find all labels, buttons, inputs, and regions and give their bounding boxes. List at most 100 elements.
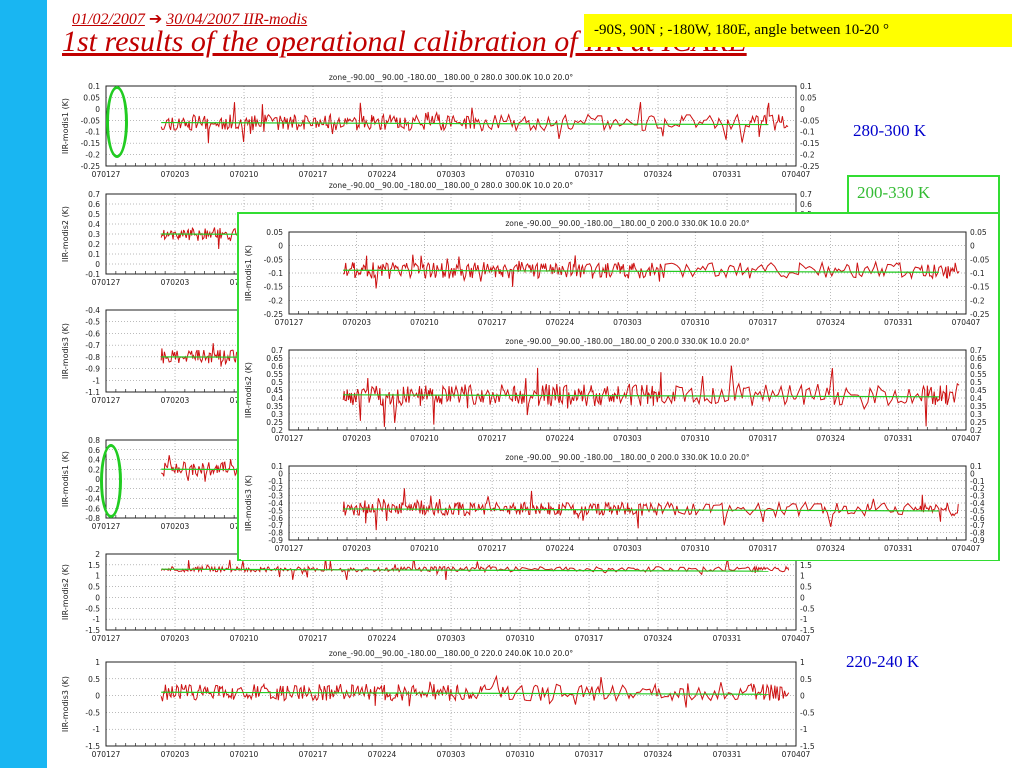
y-axis-label: IIR-modis3 (K) — [61, 676, 70, 732]
y-tick-label-right: -1.5 — [800, 742, 815, 751]
x-tick-label: 070303 — [613, 318, 642, 327]
y-tick-label-right: -0.4 — [970, 499, 985, 508]
x-tick-label: 070407 — [782, 170, 811, 179]
y-tick-label-left: -0.6 — [268, 514, 283, 523]
x-tick-label: 070210 — [230, 170, 259, 179]
y-axis-label: IIR-modis1 (K) — [61, 451, 70, 507]
y-tick-label-left: 0.6 — [88, 200, 100, 209]
x-tick-label: 070203 — [161, 750, 190, 759]
mean-trend-line — [343, 508, 939, 512]
chart-bg — [58, 70, 828, 186]
chart-title: zone_-90.00__90.00_-180.00__180.00_0 280… — [329, 73, 574, 82]
y-tick-label-left: -1 — [93, 376, 101, 385]
x-tick-label: 070127 — [275, 434, 304, 443]
y-tick-label-left: 0.2 — [88, 240, 100, 249]
x-tick-label: 070203 — [161, 634, 190, 643]
y-tick-label-left: 0.3 — [271, 410, 283, 419]
y-tick-label-right: -0.2 — [970, 296, 985, 305]
period-end: 30/04/2007 — [166, 11, 240, 28]
x-tick-label: 070310 — [506, 750, 535, 759]
y-tick-label-left: -0.1 — [85, 128, 100, 137]
y-tick-label-left: 1 — [95, 572, 100, 581]
x-tick-label: 070127 — [275, 544, 304, 553]
y-tick-label-right: -1.5 — [800, 626, 815, 635]
y-tick-label-left: 0 — [95, 105, 100, 114]
y-axis-label: IIR-modis2 (K) — [61, 206, 70, 262]
x-tick-label: 070203 — [342, 544, 371, 553]
y-tick-label-left: -0.9 — [268, 536, 283, 545]
y-tick-label-right: 0 — [800, 105, 805, 114]
y-tick-label-left: 1.5 — [88, 561, 100, 570]
y-axis-label: IIR-modis1 (K) — [244, 245, 253, 301]
y-tick-label-left: -0.7 — [85, 341, 100, 350]
y-tick-label-left: -0.3 — [268, 492, 283, 501]
y-tick-label-right: 0.7 — [800, 190, 812, 199]
y-tick-label-right: -0.7 — [970, 521, 985, 530]
y-tick-label-right: -1 — [800, 725, 808, 734]
y-tick-label-right: 0 — [800, 593, 805, 602]
y-tick-label-right: 0.55 — [970, 370, 987, 379]
y-tick-label-left: 0.4 — [88, 220, 100, 229]
y-tick-label-left: -0.15 — [264, 283, 284, 292]
x-tick-label: 070331 — [713, 634, 742, 643]
y-tick-label-right: -0.6 — [970, 514, 985, 523]
y-tick-label-left: 0.4 — [271, 394, 283, 403]
y-tick-label-left: -0.25 — [264, 310, 284, 319]
y-tick-label-left: 1 — [95, 658, 100, 667]
y-tick-label-left: 0.55 — [266, 370, 283, 379]
x-tick-label: 070317 — [749, 318, 778, 327]
x-tick-label: 070224 — [545, 318, 574, 327]
data-series-line — [160, 556, 790, 581]
x-tick-label: 070407 — [952, 434, 981, 443]
data-series-line — [160, 674, 790, 708]
y-tick-label-left: 0 — [95, 593, 100, 602]
range-label-220-240: 220-240 K — [846, 652, 920, 671]
x-tick-label: 070303 — [437, 170, 466, 179]
x-tick-label: 070310 — [681, 544, 710, 553]
y-tick-label-left: 0.1 — [271, 462, 283, 471]
y-tick-label-right: 0 — [970, 242, 975, 251]
x-tick-label: 070224 — [368, 634, 397, 643]
chart-panel-280-modis1: zone_-90.00__90.00_-180.00__180.00_0 280… — [58, 70, 828, 186]
x-tick-label: 070203 — [161, 170, 190, 179]
y-tick-label-left: 0.2 — [88, 465, 100, 474]
y-tick-label-left: -0.6 — [85, 504, 100, 513]
y-tick-label-right: -0.9 — [970, 536, 985, 545]
y-tick-label-right: -0.25 — [970, 310, 990, 319]
mean-trend-line — [343, 269, 939, 273]
y-tick-label-left: -0.2 — [85, 151, 100, 160]
x-tick-label: 070310 — [681, 318, 710, 327]
y-tick-label-left: -0.5 — [85, 604, 100, 613]
chart-svg-p280-m1: zone_-90.00__90.00_-180.00__180.00_0 280… — [58, 70, 828, 186]
y-tick-label-left: -0.05 — [81, 116, 101, 125]
chart-title: zone_-90.00__90.00_-180.00__180.00_0 200… — [505, 453, 750, 462]
plot-frame — [105, 661, 797, 747]
x-tick-label: 070203 — [161, 522, 190, 531]
y-tick-label-left: 0.5 — [88, 210, 100, 219]
x-tick-label: 070210 — [410, 318, 439, 327]
x-tick-label: 070210 — [230, 634, 259, 643]
y-tick-label-left: 0.5 — [271, 378, 283, 387]
y-tick-label-left: -0.5 — [85, 708, 100, 717]
y-tick-label-left: -0.2 — [268, 484, 283, 493]
y-tick-label-left: 0.05 — [266, 228, 283, 237]
x-tick-label: 070127 — [92, 522, 121, 531]
y-tick-label-right: -0.15 — [970, 283, 990, 292]
left-accent-bar — [0, 0, 47, 768]
y-tick-label-right: 0.5 — [800, 583, 812, 592]
y-tick-label-left: -0.05 — [264, 255, 284, 264]
y-tick-label-right: -0.5 — [800, 604, 815, 613]
y-axis-label: IIR-modis3 (K) — [244, 475, 253, 531]
y-tick-label-right: 0 — [800, 692, 805, 701]
x-tick-label: 070217 — [478, 544, 507, 553]
y-tick-label-left: -1.5 — [85, 626, 100, 635]
y-tick-label-left: -0.2 — [268, 296, 283, 305]
y-tick-label-right: 0.05 — [800, 93, 817, 102]
x-tick-label: 070203 — [161, 278, 190, 287]
y-tick-label-left: 0.1 — [88, 250, 100, 259]
y-tick-label-right: -0.8 — [970, 529, 985, 538]
chart-panel-220-modis3: zone_-90.00__90.00_-180.00__180.00_0 220… — [58, 646, 828, 766]
y-tick-label-right: 0.3 — [970, 410, 982, 419]
period-suffix: IIR-modis — [243, 11, 308, 28]
x-tick-label: 070210 — [410, 434, 439, 443]
